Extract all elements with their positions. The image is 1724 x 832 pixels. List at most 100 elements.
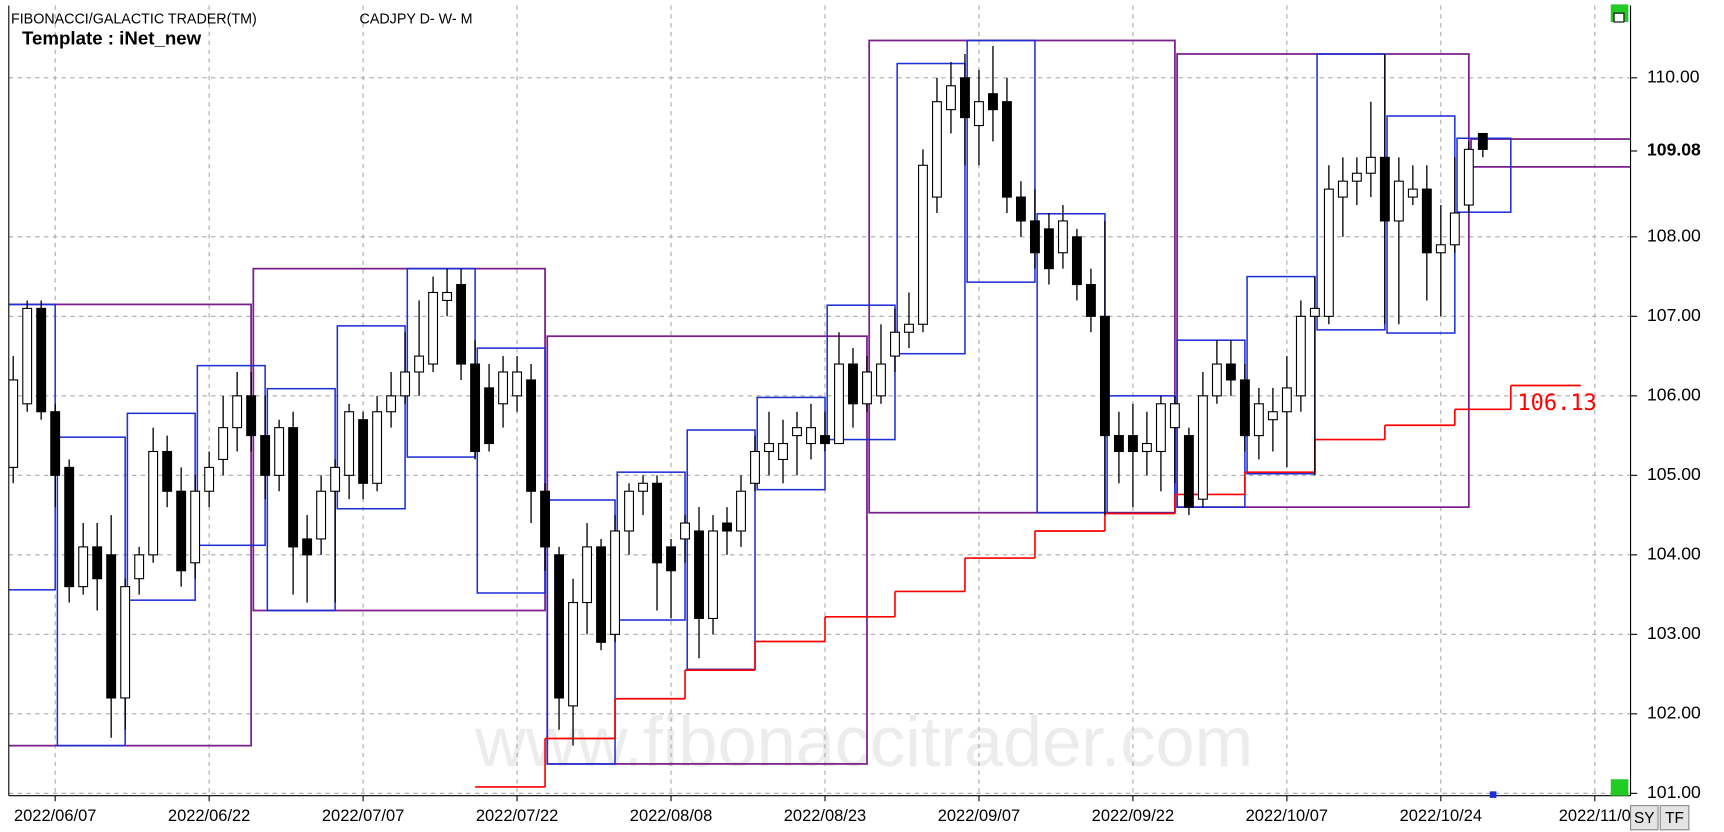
candle-body <box>834 363 844 445</box>
corner-square[interactable] <box>1610 779 1629 796</box>
candle-body <box>1281 387 1292 413</box>
axes: 101.00 102.00 103.00 104.00 105.00 106.00 107.… <box>14 66 1701 824</box>
template: Template : iNet_new <box>22 28 202 49</box>
candle-body <box>78 546 89 588</box>
x-tick-label: 2022/08/23 <box>784 807 866 825</box>
candle-body <box>1127 435 1138 453</box>
y-tick-label: 106.00 <box>1647 384 1701 404</box>
candle-body <box>106 554 117 699</box>
candle-body <box>1379 156 1390 222</box>
candle-body <box>1253 403 1264 437</box>
candle-body <box>22 307 33 405</box>
candle-body <box>274 427 285 476</box>
candle-body <box>1141 442 1152 453</box>
candle-body <box>1155 403 1166 453</box>
candle-body <box>540 490 551 548</box>
range-box <box>336 325 406 510</box>
candle-body <box>1015 196 1026 222</box>
candle-body <box>596 546 606 643</box>
candle-body <box>1477 132 1488 150</box>
candle-body <box>932 101 942 198</box>
candle-body <box>302 538 313 556</box>
sy-button[interactable] <box>1629 805 1659 831</box>
candle-body <box>1211 363 1222 397</box>
range-box <box>966 39 1036 283</box>
candle-body <box>428 291 439 365</box>
candle-body <box>1295 315 1306 397</box>
plot-area: 106.13 <box>8 39 1631 788</box>
candle-body <box>1085 283 1096 317</box>
x-tick-label: 2022/11/0 <box>1559 807 1631 825</box>
candle-body <box>176 490 187 572</box>
candle-body <box>708 530 718 619</box>
candle-body <box>358 419 369 484</box>
candle-body <box>1323 188 1334 317</box>
candle-body <box>848 363 858 405</box>
candle-body <box>1169 403 1180 429</box>
candle-body <box>134 554 145 580</box>
y-tick-label: 101.00 <box>1647 782 1701 802</box>
candle-body <box>554 554 565 699</box>
candle-body <box>666 546 676 572</box>
candle-body <box>1043 228 1054 270</box>
candle-body <box>92 546 103 580</box>
candle-body <box>260 435 271 476</box>
candle-body <box>120 586 131 699</box>
candle-body <box>1183 435 1194 508</box>
candle-body <box>960 77 970 119</box>
candle-body <box>974 101 984 127</box>
tf-button[interactable] <box>1659 805 1690 831</box>
candle-body <box>736 490 746 532</box>
x-tick-label: 2022/07/22 <box>476 807 558 825</box>
candle-body <box>288 427 299 548</box>
y-tick-label: 102.00 <box>1647 702 1701 722</box>
x-tick-label: 2022/09/22 <box>1092 807 1174 825</box>
y-tick-label: 105.00 <box>1647 464 1701 484</box>
candle-body <box>778 442 788 460</box>
candle-body <box>1057 220 1068 254</box>
candle-body <box>64 466 75 588</box>
x-tick-label: 2022/06/07 <box>14 807 96 825</box>
candle-body <box>442 291 453 301</box>
candle-body <box>218 427 229 460</box>
candle-body <box>414 355 425 373</box>
candle-body <box>750 450 760 484</box>
x-tick-label: 2022/09/07 <box>938 807 1020 825</box>
y-tick-label: 107.00 <box>1647 305 1701 325</box>
candle-body <box>988 93 998 111</box>
tf-button-label[interactable]: TF <box>1665 810 1684 827</box>
candle-body <box>162 450 173 492</box>
sy-button-label[interactable]: SY <box>1634 810 1655 827</box>
candle-body <box>526 379 537 492</box>
candle-body <box>652 482 662 564</box>
candle-body <box>890 331 900 357</box>
candle-body <box>764 442 774 453</box>
candle-body <box>232 395 243 429</box>
candle-body <box>1435 244 1446 254</box>
candle-body <box>820 435 830 445</box>
y-tick-label: 110.00 <box>1647 66 1700 86</box>
candle-body <box>1449 212 1460 246</box>
y-tick-label: 103.00 <box>1647 623 1701 643</box>
y-tick-label: 104.00 <box>1647 543 1701 563</box>
x-tick-label: 2022/06/22 <box>168 807 250 825</box>
last-price-label: 109.08 <box>1647 140 1701 160</box>
candle-body <box>1197 395 1208 500</box>
candle-body <box>582 546 592 604</box>
candle-body <box>624 490 634 532</box>
candle-body <box>1393 180 1404 222</box>
candle-body <box>204 466 215 492</box>
candle-body <box>498 371 509 405</box>
x-tick-label: 2022/07/07 <box>322 807 404 825</box>
candle-body <box>722 522 732 532</box>
time-marker <box>1489 791 1497 798</box>
candle-body <box>806 427 816 445</box>
candle-body <box>1351 172 1362 182</box>
candle-body <box>792 427 802 437</box>
x-tick-label: 2022/10/24 <box>1400 807 1482 825</box>
candle-body <box>512 371 523 397</box>
candle-body <box>918 164 928 325</box>
candle-body <box>1225 363 1236 381</box>
